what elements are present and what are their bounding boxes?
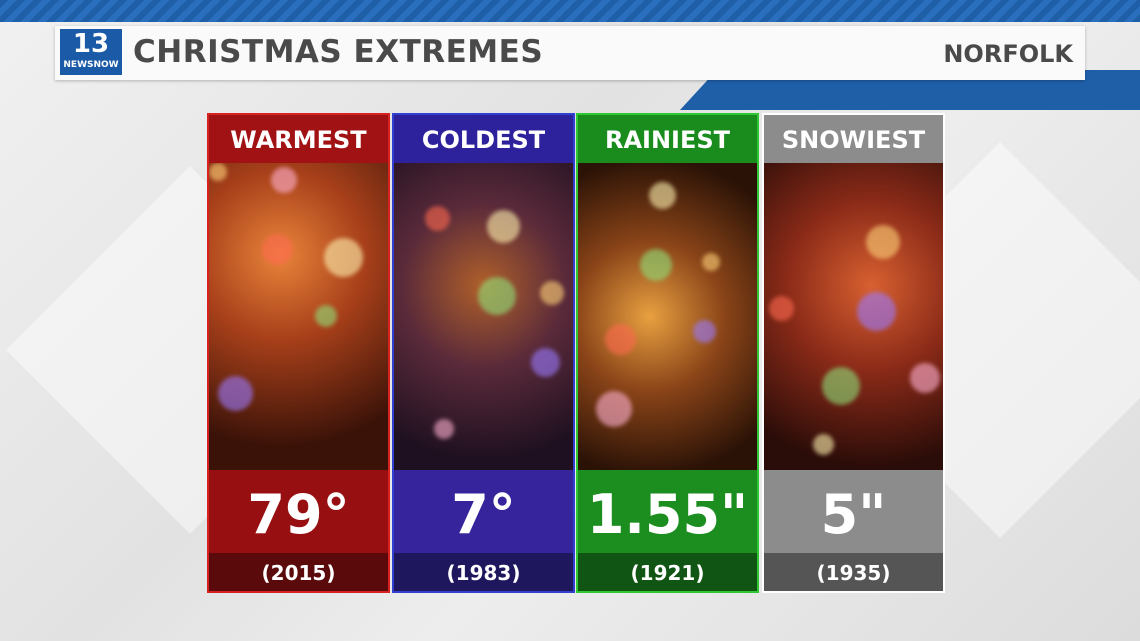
bokeh <box>531 348 560 377</box>
record-card: COLDEST 7° (1983) <box>392 113 575 593</box>
bokeh <box>209 163 227 181</box>
bokeh <box>478 277 516 315</box>
card-value: 7° <box>394 470 573 553</box>
card-image <box>578 163 757 470</box>
record-card: SNOWIEST 5" (1935) <box>762 113 945 593</box>
logo: 13 NEWSNOW <box>60 29 122 75</box>
bokeh <box>769 296 794 321</box>
card-year: (1935) <box>764 553 943 591</box>
card-label: RAINIEST <box>578 115 757 163</box>
card-image <box>764 163 943 470</box>
top-stripe <box>0 0 1140 22</box>
bokeh <box>218 376 253 411</box>
header-bar: 13 NEWSNOW CHRISTMAS EXTREMES NORFOLK <box>55 26 1085 80</box>
bokeh <box>425 206 450 231</box>
card-value: 79° <box>209 470 388 553</box>
bokeh <box>693 320 716 343</box>
record-card: WARMEST 79° (2015) <box>207 113 390 593</box>
bokeh <box>605 324 636 355</box>
bokeh <box>434 419 454 439</box>
bokeh <box>271 167 297 193</box>
card-label: COLDEST <box>394 115 573 163</box>
card-value: 1.55" <box>578 470 757 553</box>
card-value: 5" <box>764 470 943 553</box>
logo-number: 13 <box>72 29 110 59</box>
bokeh <box>857 292 896 331</box>
bokeh <box>262 234 293 265</box>
location: NORFOLK <box>943 40 1073 68</box>
card-year: (1921) <box>578 553 757 591</box>
card-image <box>394 163 573 470</box>
title: CHRISTMAS EXTREMES <box>133 34 544 70</box>
bokeh <box>324 238 363 277</box>
logo-brand: NEWSNOW <box>63 60 119 70</box>
bokeh <box>813 434 834 455</box>
bokeh <box>822 367 860 405</box>
card-year: (2015) <box>209 553 388 591</box>
bokeh <box>540 281 564 305</box>
record-card: RAINIEST 1.55" (1921) <box>576 113 759 593</box>
card-year: (1983) <box>394 553 573 591</box>
bokeh <box>866 225 900 259</box>
card-label: SNOWIEST <box>764 115 943 163</box>
bokeh <box>596 391 632 427</box>
bokeh <box>315 305 337 327</box>
bokeh <box>702 253 720 271</box>
bokeh <box>910 363 940 393</box>
bokeh <box>640 249 672 281</box>
card-label: WARMEST <box>209 115 388 163</box>
bokeh <box>487 210 520 243</box>
bokeh <box>649 182 676 209</box>
card-image <box>209 163 388 470</box>
